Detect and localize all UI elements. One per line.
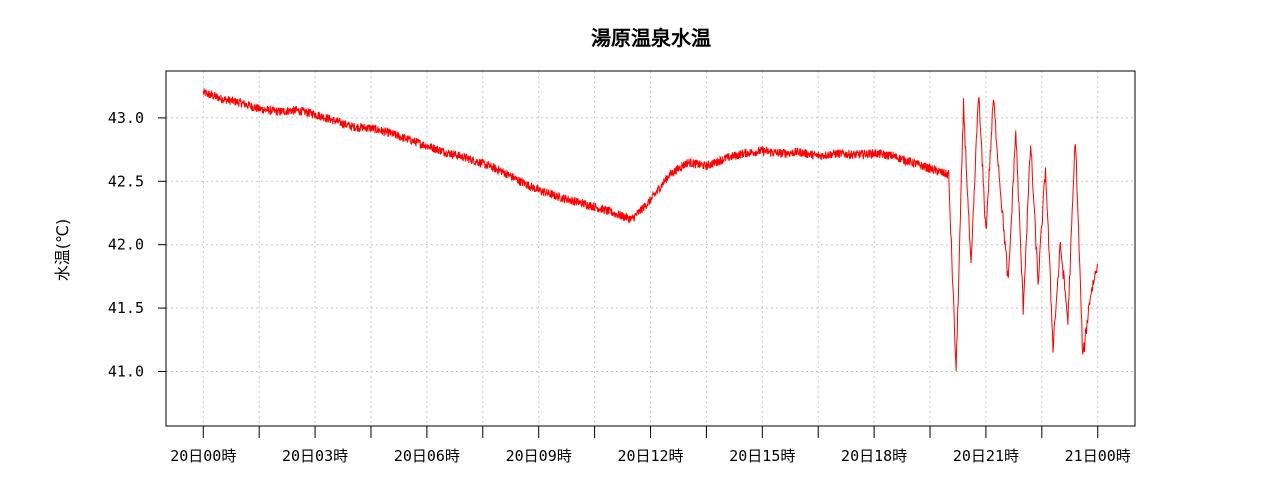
- x-tick-label: 20日15時: [729, 447, 795, 465]
- y-tick-label: 42.0: [108, 236, 144, 254]
- chart-title: 湯原温泉水温: [591, 26, 711, 50]
- series-line-0: [202, 88, 1099, 372]
- x-tick-label: 21日00時: [1065, 447, 1131, 465]
- x-tick-label: 20日12時: [617, 447, 683, 465]
- grid-lines: [166, 71, 1135, 426]
- x-tick-label: 20日00時: [170, 447, 236, 465]
- y-axis: 41.0 41.5 42.0 42.5 43.0: [108, 109, 166, 380]
- x-tick-label: 20日18時: [841, 447, 907, 465]
- y-tick-label: 41.0: [108, 362, 144, 380]
- x-tick-label: 20日09時: [506, 447, 572, 465]
- x-axis: 20日00時 20日03時 20日06時 20日09時 20日12時 20日15時 20日1…: [170, 426, 1131, 465]
- y-tick-label: 41.5: [108, 299, 144, 317]
- x-tick-label: 20日03時: [282, 447, 348, 465]
- y-tick-label: 42.5: [108, 172, 144, 190]
- y-axis-label: 水温(℃): [53, 219, 72, 281]
- x-tick-label: 20日21時: [953, 447, 1019, 465]
- x-tick-label: 20日06時: [394, 447, 460, 465]
- y-tick-label: 43.0: [108, 109, 144, 127]
- series-layer: [202, 88, 1099, 372]
